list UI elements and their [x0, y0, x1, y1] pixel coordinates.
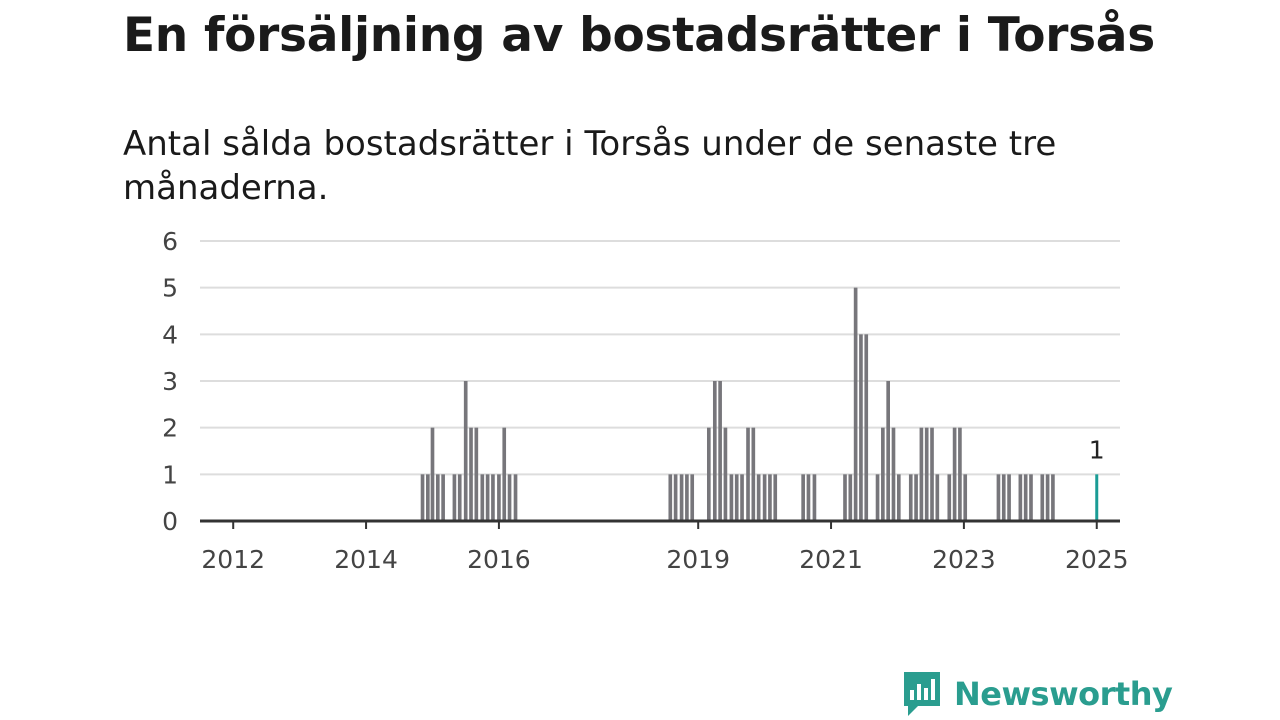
x-tick-label: 2021: [799, 545, 863, 574]
bar: [452, 474, 457, 521]
bar: [762, 474, 767, 521]
bar: [441, 474, 445, 521]
bar: [963, 474, 968, 521]
bar: [426, 474, 430, 521]
bar: [485, 474, 490, 521]
bar: [853, 287, 858, 521]
bar: [859, 334, 863, 521]
bar: [746, 427, 750, 521]
x-tick-label: 2014: [334, 545, 398, 574]
bar: [806, 474, 811, 521]
bar: [843, 474, 847, 521]
y-tick-label: 3: [162, 367, 178, 396]
bar: [875, 474, 880, 521]
bar: [1007, 474, 1011, 521]
y-tick-label: 4: [162, 320, 178, 349]
bar: [935, 474, 940, 521]
bar: [685, 474, 689, 521]
bar: [718, 381, 722, 521]
bar: [668, 474, 673, 521]
bar: [812, 474, 817, 521]
bar: [914, 474, 918, 521]
y-tick-label: 5: [162, 274, 178, 303]
bar: [729, 474, 734, 521]
bar: [430, 427, 435, 521]
bar: [952, 427, 957, 521]
bar: [420, 474, 425, 521]
bar: [474, 427, 479, 521]
x-tick-label: 2023: [932, 545, 996, 574]
bar: [679, 474, 684, 521]
bar: [740, 474, 744, 521]
y-tick-label: 2: [162, 414, 178, 443]
bar: [734, 474, 739, 521]
bar: [908, 474, 913, 521]
bar: [891, 427, 896, 521]
bar: [756, 474, 761, 521]
brand: Newsworthy: [902, 670, 1173, 718]
bar: [1045, 474, 1050, 521]
bar: [801, 474, 805, 521]
bar: [1051, 474, 1055, 521]
bar: [706, 427, 711, 521]
bar: [751, 427, 756, 521]
bar: [502, 427, 507, 521]
x-tick-label: 2019: [666, 545, 730, 574]
bar: [1023, 474, 1028, 521]
bar: [723, 427, 728, 521]
bar: [864, 334, 869, 521]
bar: [712, 381, 717, 521]
bar: [919, 427, 924, 521]
x-tick-label: 2025: [1065, 545, 1129, 574]
bar: [881, 427, 885, 521]
bar: [896, 474, 901, 521]
bar: [848, 474, 853, 521]
bar: [513, 474, 518, 521]
bar: [457, 474, 462, 521]
bar: [1040, 474, 1045, 521]
bar: [469, 427, 473, 521]
chart-title: En försäljning av bostadsrätter i Torsås: [123, 8, 1155, 63]
bar: [480, 474, 485, 521]
bar: [886, 381, 890, 521]
bar: [958, 427, 962, 521]
data-label: 1: [1089, 435, 1105, 464]
bar: [930, 427, 934, 521]
y-tick-label: 0: [162, 507, 178, 536]
bar: [690, 474, 695, 521]
bar-highlight: [1095, 474, 1099, 521]
bar: [996, 474, 1001, 521]
y-tick-label: 6: [162, 227, 178, 256]
bar: [924, 427, 929, 521]
x-tick-label: 2012: [201, 545, 265, 574]
brand-name: Newsworthy: [954, 675, 1173, 713]
y-axis-labels: 0 1 2 3 4 5 6: [162, 227, 178, 536]
bar: [1029, 474, 1033, 521]
bar: [947, 474, 952, 521]
bar: [673, 474, 678, 521]
gridlines: [200, 240, 1120, 476]
x-tick-label: 2016: [467, 545, 531, 574]
bar: [491, 474, 495, 521]
y-tick-label: 1: [162, 460, 178, 489]
bar: [463, 381, 468, 521]
bar: [773, 474, 778, 521]
bars: [420, 287, 1099, 521]
bar: [507, 474, 512, 521]
newsworthy-logo-icon: [904, 672, 940, 716]
chart-subtitle: Antal sålda bostadsrätter i Torsås under…: [123, 124, 1057, 208]
bar: [1018, 474, 1023, 521]
annotations: 1: [1089, 435, 1105, 464]
bar: [1001, 474, 1006, 521]
bar: [768, 474, 772, 521]
bar: [497, 474, 501, 521]
bar: [435, 474, 440, 521]
x-axis: 2012 2014 2016 2019 2021 2023 2025: [200, 519, 1129, 574]
